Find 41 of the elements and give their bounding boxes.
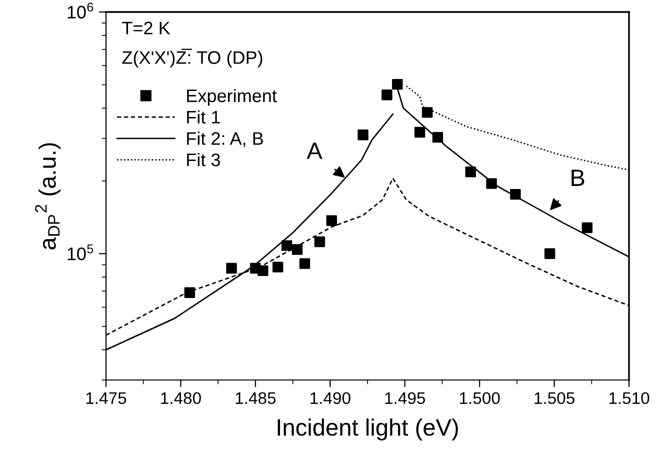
point: [544, 248, 556, 259]
annotation: B: [572, 170, 584, 186]
x-axis-title: Incident light (eV): [278, 418, 458, 440]
point: [226, 262, 237, 274]
x-tick-label: 1.475: [86, 392, 126, 404]
x-tick-label: 1.495: [385, 392, 426, 404]
x-tick-label: 1.510: [609, 392, 650, 404]
legend-label: Experiment: [187, 88, 277, 106]
point: [314, 236, 326, 248]
legend-label: Fit 3: [187, 153, 220, 166]
annotation: Z(X'X')Z̅: TO (DP): [122, 48, 262, 68]
legend-label: Fit 2: A, B: [187, 132, 263, 148]
point: [392, 78, 403, 90]
annotation: T=2 K: [122, 22, 170, 34]
point: [326, 215, 337, 226]
point: [510, 188, 521, 200]
point: [486, 178, 497, 189]
point: [358, 130, 368, 140]
point: [582, 222, 593, 234]
x-tick-label: 1.480: [161, 392, 201, 404]
point: [422, 107, 433, 118]
x-tick-label: 1.485: [236, 392, 276, 404]
x-tick-label: 1.490: [310, 392, 350, 404]
y-tick-label: 10$^{5}$: [68, 244, 94, 260]
point: [281, 240, 292, 251]
point: [292, 244, 303, 255]
point: [299, 258, 310, 269]
point: [414, 126, 426, 138]
line-series: [406, 85, 629, 171]
point: [465, 166, 476, 178]
x-tick-label: 1.505: [534, 392, 574, 404]
point: [382, 90, 392, 100]
point: [184, 287, 196, 298]
point: [432, 132, 444, 143]
point: [272, 262, 284, 272]
y-axis-title: a$_{DP}$$^{2}$ (a.u.): [35, 143, 61, 250]
x-tick-label: 1.500: [460, 392, 500, 404]
legend-label: Fit 1: [187, 110, 220, 124]
point: [258, 265, 268, 276]
y-tick-label: 10$^{6}$: [68, 2, 94, 19]
annotation: A: [306, 142, 322, 159]
